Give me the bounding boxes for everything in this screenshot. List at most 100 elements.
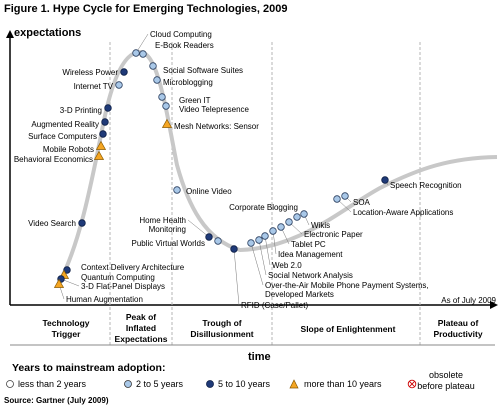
point-wikis xyxy=(300,210,308,218)
point-context-delivery-architecture xyxy=(63,266,71,274)
leader-line-social-network-analysis xyxy=(258,239,267,276)
label-microblogging: Microblogging xyxy=(163,78,213,87)
point-corporate-blogging xyxy=(293,213,301,221)
label-video-telepresence: Video Telepresence xyxy=(179,105,250,114)
point-tablet-pc xyxy=(277,223,285,231)
label-cloud-computing: Cloud Computing xyxy=(150,30,212,39)
label-augmented-reality: Augmented Reality xyxy=(31,120,99,129)
point-augmented-reality xyxy=(101,118,109,126)
legend: less than 2 years 2 to 5 years 5 to 10 y… xyxy=(6,370,475,391)
point-social-network-analysis xyxy=(255,236,263,244)
legend-label-5-to-10: 5 to 10 years xyxy=(218,379,271,389)
point-social-software-suites xyxy=(149,62,157,70)
point-home-health-monitoring xyxy=(205,233,213,241)
legend-marker-white xyxy=(6,380,14,388)
phase-trough: Trough of Disillusionment xyxy=(190,318,253,339)
legend-marker-triangle xyxy=(289,379,299,389)
label-human-augmentation: Human Augmentation xyxy=(66,295,143,304)
point-human-augmentation xyxy=(53,278,65,288)
label-rfid-case-pallet: RFID (Case/Pallet) xyxy=(241,301,308,310)
point-microblogging xyxy=(153,76,161,84)
y-axis-label: expectations xyxy=(14,27,81,39)
point-surface-computers xyxy=(99,130,107,138)
point-over-the-air-mobile-phone-payment-systems-developed-markets xyxy=(247,239,255,247)
y-axis-arrow xyxy=(6,30,14,38)
point-mesh-networks-sensor xyxy=(161,118,173,128)
point-e-book-readers xyxy=(139,50,147,58)
label-wireless-power: Wireless Power xyxy=(62,68,118,77)
point-speech-recognition xyxy=(381,176,389,184)
label-web-2-0: Web 2.0 xyxy=(272,261,302,270)
point-behavioral-economics xyxy=(93,150,105,160)
label-behavioral-economics: Behavioral Economics xyxy=(14,155,93,164)
label-tablet-pc: Tablet PC xyxy=(291,240,326,249)
label-over-the-air-mobile-phone-payment-systems-developed-markets: Over-the-Air Mobile Phone Payment System… xyxy=(265,281,429,299)
point-location-aware-applications xyxy=(333,195,341,203)
as-of-label: As of July 2009 xyxy=(441,296,496,305)
label-green-it: Green IT xyxy=(179,96,211,105)
legend-title: Years to mainstream adoption: xyxy=(12,362,166,374)
label-public-virtual-worlds: Public Virtual Worlds xyxy=(131,239,205,248)
source-text: Source: Gartner (July 2009) xyxy=(4,396,109,405)
point-web-2-0 xyxy=(261,232,269,240)
label-mobile-robots: Mobile Robots xyxy=(43,145,94,154)
point-soa xyxy=(341,192,349,200)
x-axis-arrow xyxy=(490,301,498,309)
label-social-network-analysis: Social Network Analysis xyxy=(268,271,353,280)
legend-marker-obsolete-x2 xyxy=(409,381,415,387)
legend-label-less-than-2: less than 2 years xyxy=(18,379,87,389)
label-online-video: Online Video xyxy=(186,187,232,196)
point-video-telepresence xyxy=(162,102,170,110)
point-cloud-computing xyxy=(132,49,140,57)
hype-curve xyxy=(56,49,498,286)
point-green-it xyxy=(158,93,166,101)
label-surface-computers: Surface Computers xyxy=(28,132,97,141)
point-rfid-case-pallet xyxy=(230,245,238,253)
label-soa: SOA xyxy=(353,198,371,207)
label-speech-recognition: Speech Recognition xyxy=(390,181,462,190)
legend-label-obsolete: obsolete before plateau xyxy=(417,370,475,391)
point-video-search xyxy=(78,219,86,227)
label-e-book-readers: E-Book Readers xyxy=(155,41,214,50)
point-3-d-printing xyxy=(104,104,112,112)
label-social-software-suites: Social Software Suites xyxy=(163,66,243,75)
phase-peak: Peak of Inflated Expectations xyxy=(115,312,168,344)
label-electronic-paper: Electronic Paper xyxy=(304,230,363,239)
leader-line-rfid-case-pallet xyxy=(233,248,240,306)
point-mobile-robots xyxy=(95,140,107,150)
technology-points: Cloud Computing E-Book Readers Social Soft… xyxy=(14,30,462,310)
leader-line-over-the-air-mobile-phone-payment-systems-developed-markets xyxy=(250,242,264,286)
label-idea-management: Idea Management xyxy=(278,250,343,259)
point-internet-tv xyxy=(115,81,123,89)
label-video-search: Video Search xyxy=(28,219,76,228)
phase-slope: Slope of Enlightenment xyxy=(301,324,396,334)
label-location-aware-applications: Location-Aware Applications xyxy=(353,208,453,217)
point-online-video xyxy=(173,186,181,194)
legend-marker-lightblue xyxy=(124,380,132,388)
point-wireless-power xyxy=(120,68,128,76)
legend-label-2-to-5: 2 to 5 years xyxy=(136,379,184,389)
label-context-delivery-architecture: Context Delivery Architecture xyxy=(81,263,185,272)
point-idea-management xyxy=(269,227,277,235)
point-public-virtual-worlds xyxy=(214,237,222,245)
leader-line-home-health-monitoring xyxy=(187,219,210,238)
phase-plateau: Plateau of Productivity xyxy=(433,318,482,339)
legend-label-more-than-10: more than 10 years xyxy=(304,379,382,389)
label-3-d-printing: 3-D Printing xyxy=(60,106,102,115)
label-3-d-flat-panel-displays: 3-D Flat-Panel Displays xyxy=(81,282,165,291)
leader-line-idea-management xyxy=(272,230,277,255)
leader-line-web-2-0 xyxy=(264,235,271,266)
label-home-health-monitoring: Home Health Monitoring xyxy=(139,216,186,234)
label-quantum-computing: Quantum Computing xyxy=(81,273,155,282)
label-wikis: Wikis xyxy=(311,221,330,230)
point-electronic-paper xyxy=(285,218,293,226)
x-axis-label: time xyxy=(248,351,271,363)
legend-marker-navy xyxy=(206,380,214,388)
label-internet-tv: Internet TV xyxy=(74,82,114,91)
label-mesh-networks-sensor: Mesh Networks: Sensor xyxy=(174,122,259,131)
leader-line-cloud-computing xyxy=(135,33,149,54)
figure-title: Figure 1. Hype Cycle for Emerging Techno… xyxy=(4,3,288,15)
phase-technology-trigger: Technology Trigger xyxy=(42,318,89,339)
label-corporate-blogging: Corporate Blogging xyxy=(229,203,298,212)
